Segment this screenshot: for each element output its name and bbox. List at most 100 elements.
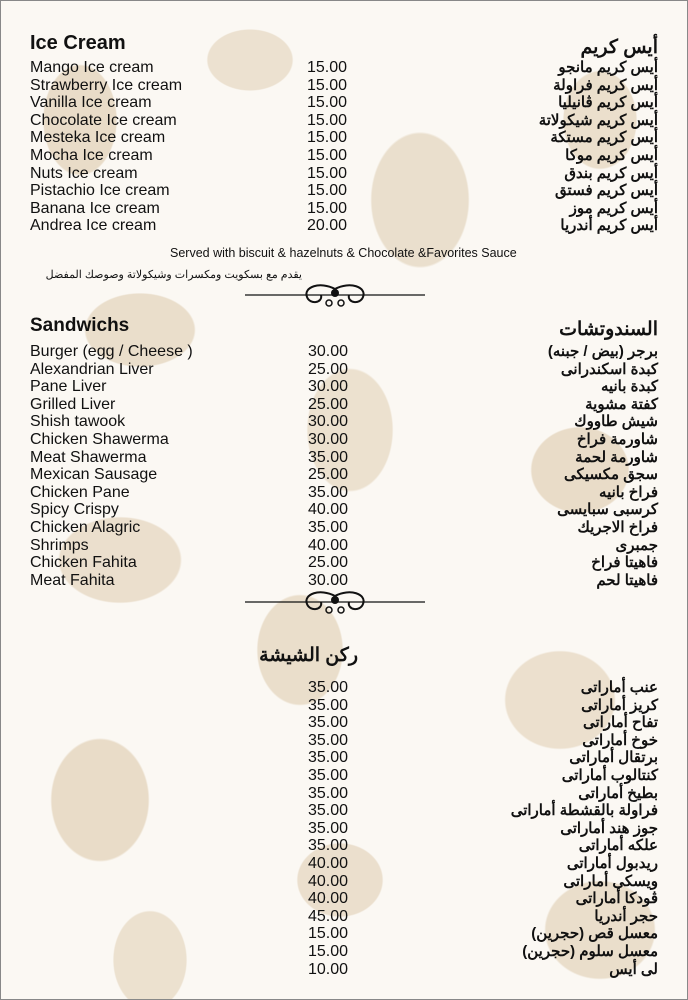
- menu-item-name-ar: شاورمة لحمة: [575, 448, 658, 466]
- menu-item-name-ar: أيس كريم أندريا: [560, 217, 658, 235]
- ice-cream-list-en: Mango Ice cream Strawberry Ice cream Vanil…: [30, 59, 182, 235]
- menu-item-price: 15.00: [308, 942, 349, 960]
- menu-item-name-en: Strawberry Ice cream: [30, 76, 183, 94]
- sandwiches-title-en: Sandwichs: [30, 315, 130, 336]
- menu-item-price: 35.00: [308, 766, 349, 784]
- menu-item-name-ar: علكه أماراتى: [578, 837, 658, 855]
- ice-cream-title-ar: أيس كريم: [580, 37, 658, 58]
- menu-item-name-en: Meat Shawerma: [30, 448, 147, 466]
- menu-item-price: 15.00: [307, 182, 348, 200]
- menu-item-name-ar: فراخ بانيه: [599, 483, 658, 501]
- menu-item-price: 30.00: [308, 413, 349, 431]
- menu-item-price: 25.00: [308, 554, 349, 572]
- menu-item-name-ar: برتقال أماراتى: [569, 749, 658, 767]
- menu-item-name-en: Alexandrian Liver: [30, 360, 154, 378]
- menu-item-name-ar: أيس كريم موز: [569, 199, 658, 217]
- menu-item-price: 25.00: [308, 466, 349, 484]
- menu-item-price: 20.00: [307, 217, 348, 235]
- shisha-list-ar: عنب أماراتى كريز أماراتى تفاح أماراتى خوخ أ…: [511, 679, 658, 978]
- menu-item-price: 15.00: [307, 111, 348, 129]
- menu-item-name-ar: فراخ الاجريك: [577, 518, 658, 536]
- menu-item-name-en: Shrimps: [30, 536, 89, 554]
- ice-cream-title-en: Ice Cream: [30, 32, 126, 54]
- menu-item-price: 35.00: [308, 819, 349, 837]
- menu-item-price: 40.00: [308, 890, 349, 908]
- menu-item-name-en: Spicy Crispy: [30, 501, 119, 519]
- sandwiches-list-en: Burger (egg / Cheese ) Alexandrian Liver P…: [30, 343, 193, 589]
- menu-item-name-en: Vanilla Ice cream: [30, 94, 152, 112]
- menu-item-name-ar: جمبرى: [615, 536, 659, 554]
- menu-item-price: 35.00: [308, 714, 349, 732]
- menu-item-price: 10.00: [308, 960, 349, 978]
- menu-item-name-ar: فاهيتا لحم: [596, 571, 658, 589]
- menu-item-name-ar: أيس كريم مستكة: [550, 129, 658, 147]
- menu-item-price: 40.00: [308, 854, 349, 872]
- menu-item-name-en: Chicken Fahita: [30, 554, 137, 572]
- ice-cream-list-ar: أيس كريم مانجو أيس كريم فراولة أيس كريم ڤا…: [539, 59, 658, 235]
- menu-item-price: 35.00: [308, 837, 349, 855]
- menu-item-name-en: Chocolate Ice cream: [30, 111, 177, 129]
- sandwiches-title-ar: السندوتشات: [559, 319, 658, 340]
- menu-item-price: 40.00: [308, 872, 349, 890]
- menu-item-name-ar: أيس كريم شيكولاتة: [538, 111, 658, 129]
- menu-item-name-ar: أيس كريم فستق: [555, 182, 658, 200]
- menu-item-price: 35.00: [308, 696, 349, 714]
- menu-item-name-en: Mexican Sausage: [30, 466, 158, 484]
- menu-item-name-en: Chicken Alagric: [30, 518, 141, 536]
- ornament-divider-icon: [245, 284, 425, 307]
- menu-item-name-ar: تفاح أماراتى: [582, 714, 658, 732]
- menu-item-name-ar: كبدة بانيه: [600, 378, 658, 396]
- menu-item-name-ar: عنب أماراتى: [580, 679, 658, 696]
- menu-item-price: 15.00: [307, 59, 348, 76]
- menu-item-name-ar: شاورمة فراخ: [576, 430, 658, 448]
- menu-item-name-ar: أيس كريم مانجو: [558, 59, 658, 76]
- menu-item-name-en: Burger (egg / Cheese ): [30, 343, 193, 360]
- menu-item-name-ar: أيس كريم ڤانيليا: [558, 94, 658, 112]
- menu-item-name-ar: ريدبول أماراتى: [566, 854, 658, 872]
- menu-item-name-ar: سجق مكسيكى: [564, 466, 658, 484]
- menu-item-name-ar: شيش طاووك: [574, 413, 658, 431]
- menu-item-name-en: Meat Fahita: [30, 571, 115, 589]
- menu-item-name-en: Grilled Liver: [30, 395, 116, 413]
- menu-item-name-en: Pane Liver: [30, 378, 107, 396]
- menu-item-name-ar: كرسبى سبايسى: [557, 501, 658, 519]
- menu-item-price: 35.00: [308, 784, 349, 802]
- ornament-divider-icon: [245, 591, 425, 614]
- sandwiches-prices: 30.00 25.00 30.00 25.00 30.00 30.00 35.00 25.00…: [308, 343, 348, 589]
- menu-item-price: 15.00: [307, 146, 348, 164]
- menu-item-name-en: Banana Ice cream: [30, 199, 160, 217]
- ice-cream-note-en: Served with biscuit & hazelnuts & Chocol…: [170, 246, 517, 260]
- menu-item-price: 40.00: [308, 536, 349, 554]
- menu-item-name-en: Shish tawook: [30, 413, 126, 431]
- menu-item-price: 30.00: [308, 571, 349, 589]
- menu-item-name-ar: فاهيتا فراخ: [591, 554, 658, 572]
- menu-item-name-ar: كفتة مشوية: [585, 395, 658, 413]
- menu-item-name-ar: فراولة بالقشطة أماراتى: [510, 802, 658, 820]
- menu-item-price: 15.00: [307, 76, 348, 94]
- menu-item-price: 35.00: [308, 749, 349, 767]
- menu-item-price: 15.00: [307, 164, 348, 182]
- menu-item-name-en: Chicken Pane: [30, 483, 130, 501]
- menu-item-name-ar: خوخ أماراتى: [582, 731, 658, 749]
- menu-item-name-en: Mocha Ice cream: [30, 146, 153, 164]
- menu-item-price: 35.00: [308, 518, 349, 536]
- menu-item-price: 25.00: [308, 395, 349, 413]
- sandwiches-list-ar: برجر (بيض / جبنه) كبدة اسكندرانى كبدة باني…: [548, 343, 658, 589]
- menu-item-name-ar: ڤودكا أماراتى: [575, 890, 658, 908]
- menu-item-name-en: Mango Ice cream: [30, 59, 154, 76]
- menu-item-price: 30.00: [308, 378, 349, 396]
- menu-item-name-ar: حجر أندريا: [594, 907, 658, 925]
- menu-item-name-ar: كريز أماراتى: [581, 696, 658, 714]
- menu-item-price: 15.00: [308, 925, 349, 943]
- menu-item-price: 25.00: [308, 360, 349, 378]
- menu-item-name-ar: أيس كريم بندق: [564, 164, 658, 182]
- menu-item-price: 45.00: [308, 907, 349, 925]
- menu-item-price: 15.00: [307, 129, 348, 147]
- menu-item-price: 15.00: [307, 94, 348, 112]
- menu-item-name-en: Pistachio Ice cream: [30, 182, 170, 200]
- menu-item-price: 35.00: [308, 679, 349, 696]
- menu-item-name-ar: لى أيس: [609, 960, 658, 978]
- menu-item-name-ar: أيس كريم فراولة: [553, 76, 658, 94]
- menu-item-price: 35.00: [308, 731, 349, 749]
